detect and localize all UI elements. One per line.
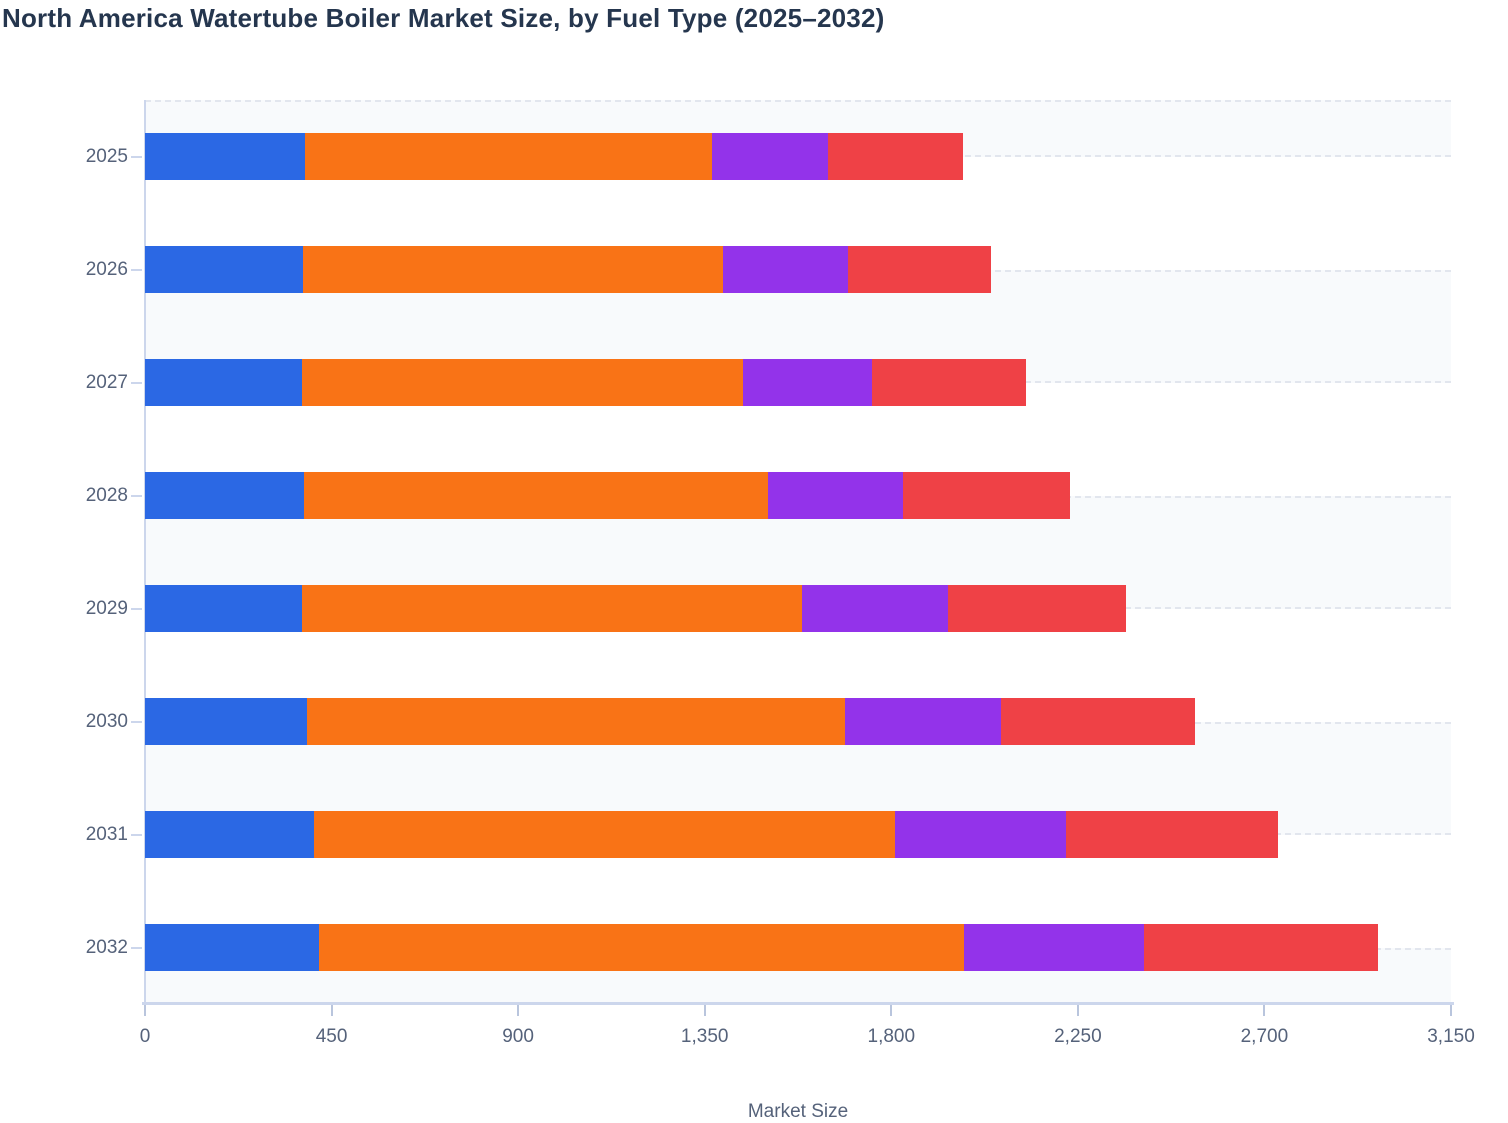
bar-segment-red-2032	[1144, 924, 1378, 971]
bar-segment-purple-2027	[743, 359, 872, 406]
bar-segment-red-2028	[903, 472, 1070, 519]
x-tick-label-1350: 1,350	[680, 1026, 729, 1047]
y-tick-label-2032: 2032	[85, 937, 128, 958]
bar-segment-blue-2026	[145, 246, 303, 293]
bar-segment-purple-2032	[964, 924, 1145, 971]
x-tick-label-2700: 2,700	[1240, 1026, 1289, 1047]
bar-segment-blue-2031	[145, 811, 315, 858]
bar-segment-blue-2028	[145, 472, 304, 519]
bar-segment-orange-2030	[306, 698, 845, 745]
x-tick-label-900: 900	[502, 1026, 534, 1047]
bar-segment-red-2031	[1066, 811, 1278, 858]
bar-segment-red-2030	[1001, 698, 1196, 745]
bar-segment-purple-2026	[722, 246, 849, 293]
y-tick-label-2031: 2031	[85, 824, 128, 845]
y-tick-label-2025: 2025	[85, 146, 128, 167]
bar-segment-orange-2031	[314, 811, 895, 858]
bar-segment-red-2025	[827, 133, 964, 180]
y-axis-spine	[144, 100, 146, 1004]
y-tick-label-2030: 2030	[85, 711, 128, 732]
x-tick-2700	[1263, 1005, 1266, 1016]
x-tick-label-2250: 2,250	[1054, 1026, 1102, 1047]
bar-segment-orange-2025	[304, 133, 712, 180]
y-tick-2025	[131, 156, 142, 158]
bar-segment-purple-2029	[802, 585, 948, 632]
y-tick-label-2026: 2026	[85, 259, 128, 280]
bar-segment-blue-2025	[145, 133, 305, 180]
x-tick-450	[330, 1005, 333, 1016]
bar-segment-purple-2028	[767, 472, 904, 519]
y-tick-label-2029: 2029	[85, 598, 128, 619]
y-tick-2026	[131, 269, 142, 271]
bar-segment-blue-2030	[145, 698, 307, 745]
y-tick-2027	[131, 382, 142, 384]
bar-segment-red-2027	[871, 359, 1027, 406]
bar-segment-orange-2027	[301, 359, 744, 406]
y-tick-2032	[131, 947, 142, 949]
x-tick-label-450: 450	[315, 1026, 348, 1047]
bar-segment-blue-2027	[145, 359, 302, 406]
y-tick-2030	[131, 721, 142, 723]
bar-segment-orange-2026	[302, 246, 723, 293]
x-tick-2250	[1076, 1005, 1079, 1016]
x-axis-spine	[142, 1002, 1454, 1005]
x-tick-3150	[1450, 1005, 1452, 1016]
bar-segment-red-2029	[948, 585, 1127, 632]
bar-segment-purple-2030	[844, 698, 1002, 745]
bar-segment-purple-2031	[894, 811, 1067, 858]
bar-segment-orange-2029	[301, 585, 803, 632]
y-tick-label-2027: 2027	[85, 372, 128, 393]
y-tick-2031	[131, 834, 142, 836]
bar-segment-blue-2029	[145, 585, 302, 632]
x-tick-label-3150: 3,150	[1427, 1026, 1475, 1047]
x-tick-label-1800: 1,800	[867, 1026, 916, 1047]
bar-segment-orange-2032	[319, 924, 965, 971]
y-tick-2028	[131, 495, 142, 497]
x-tick-900	[517, 1005, 520, 1016]
bar-segment-blue-2032	[145, 924, 320, 971]
x-tick-1800	[890, 1005, 893, 1016]
bar-segment-red-2026	[848, 246, 992, 293]
y-tick-2029	[131, 608, 142, 610]
y-tick-label-2028: 2028	[85, 485, 128, 506]
x-tick-label-0: 0	[139, 1026, 151, 1047]
x-tick-0	[144, 1005, 146, 1016]
bar-segment-orange-2028	[303, 472, 768, 519]
chart-title: North America Watertube Boiler Market Si…	[2, 3, 885, 33]
x-axis-title: Market Size	[747, 1101, 849, 1122]
x-tick-1350	[703, 1005, 706, 1016]
bar-segment-purple-2025	[711, 133, 828, 180]
